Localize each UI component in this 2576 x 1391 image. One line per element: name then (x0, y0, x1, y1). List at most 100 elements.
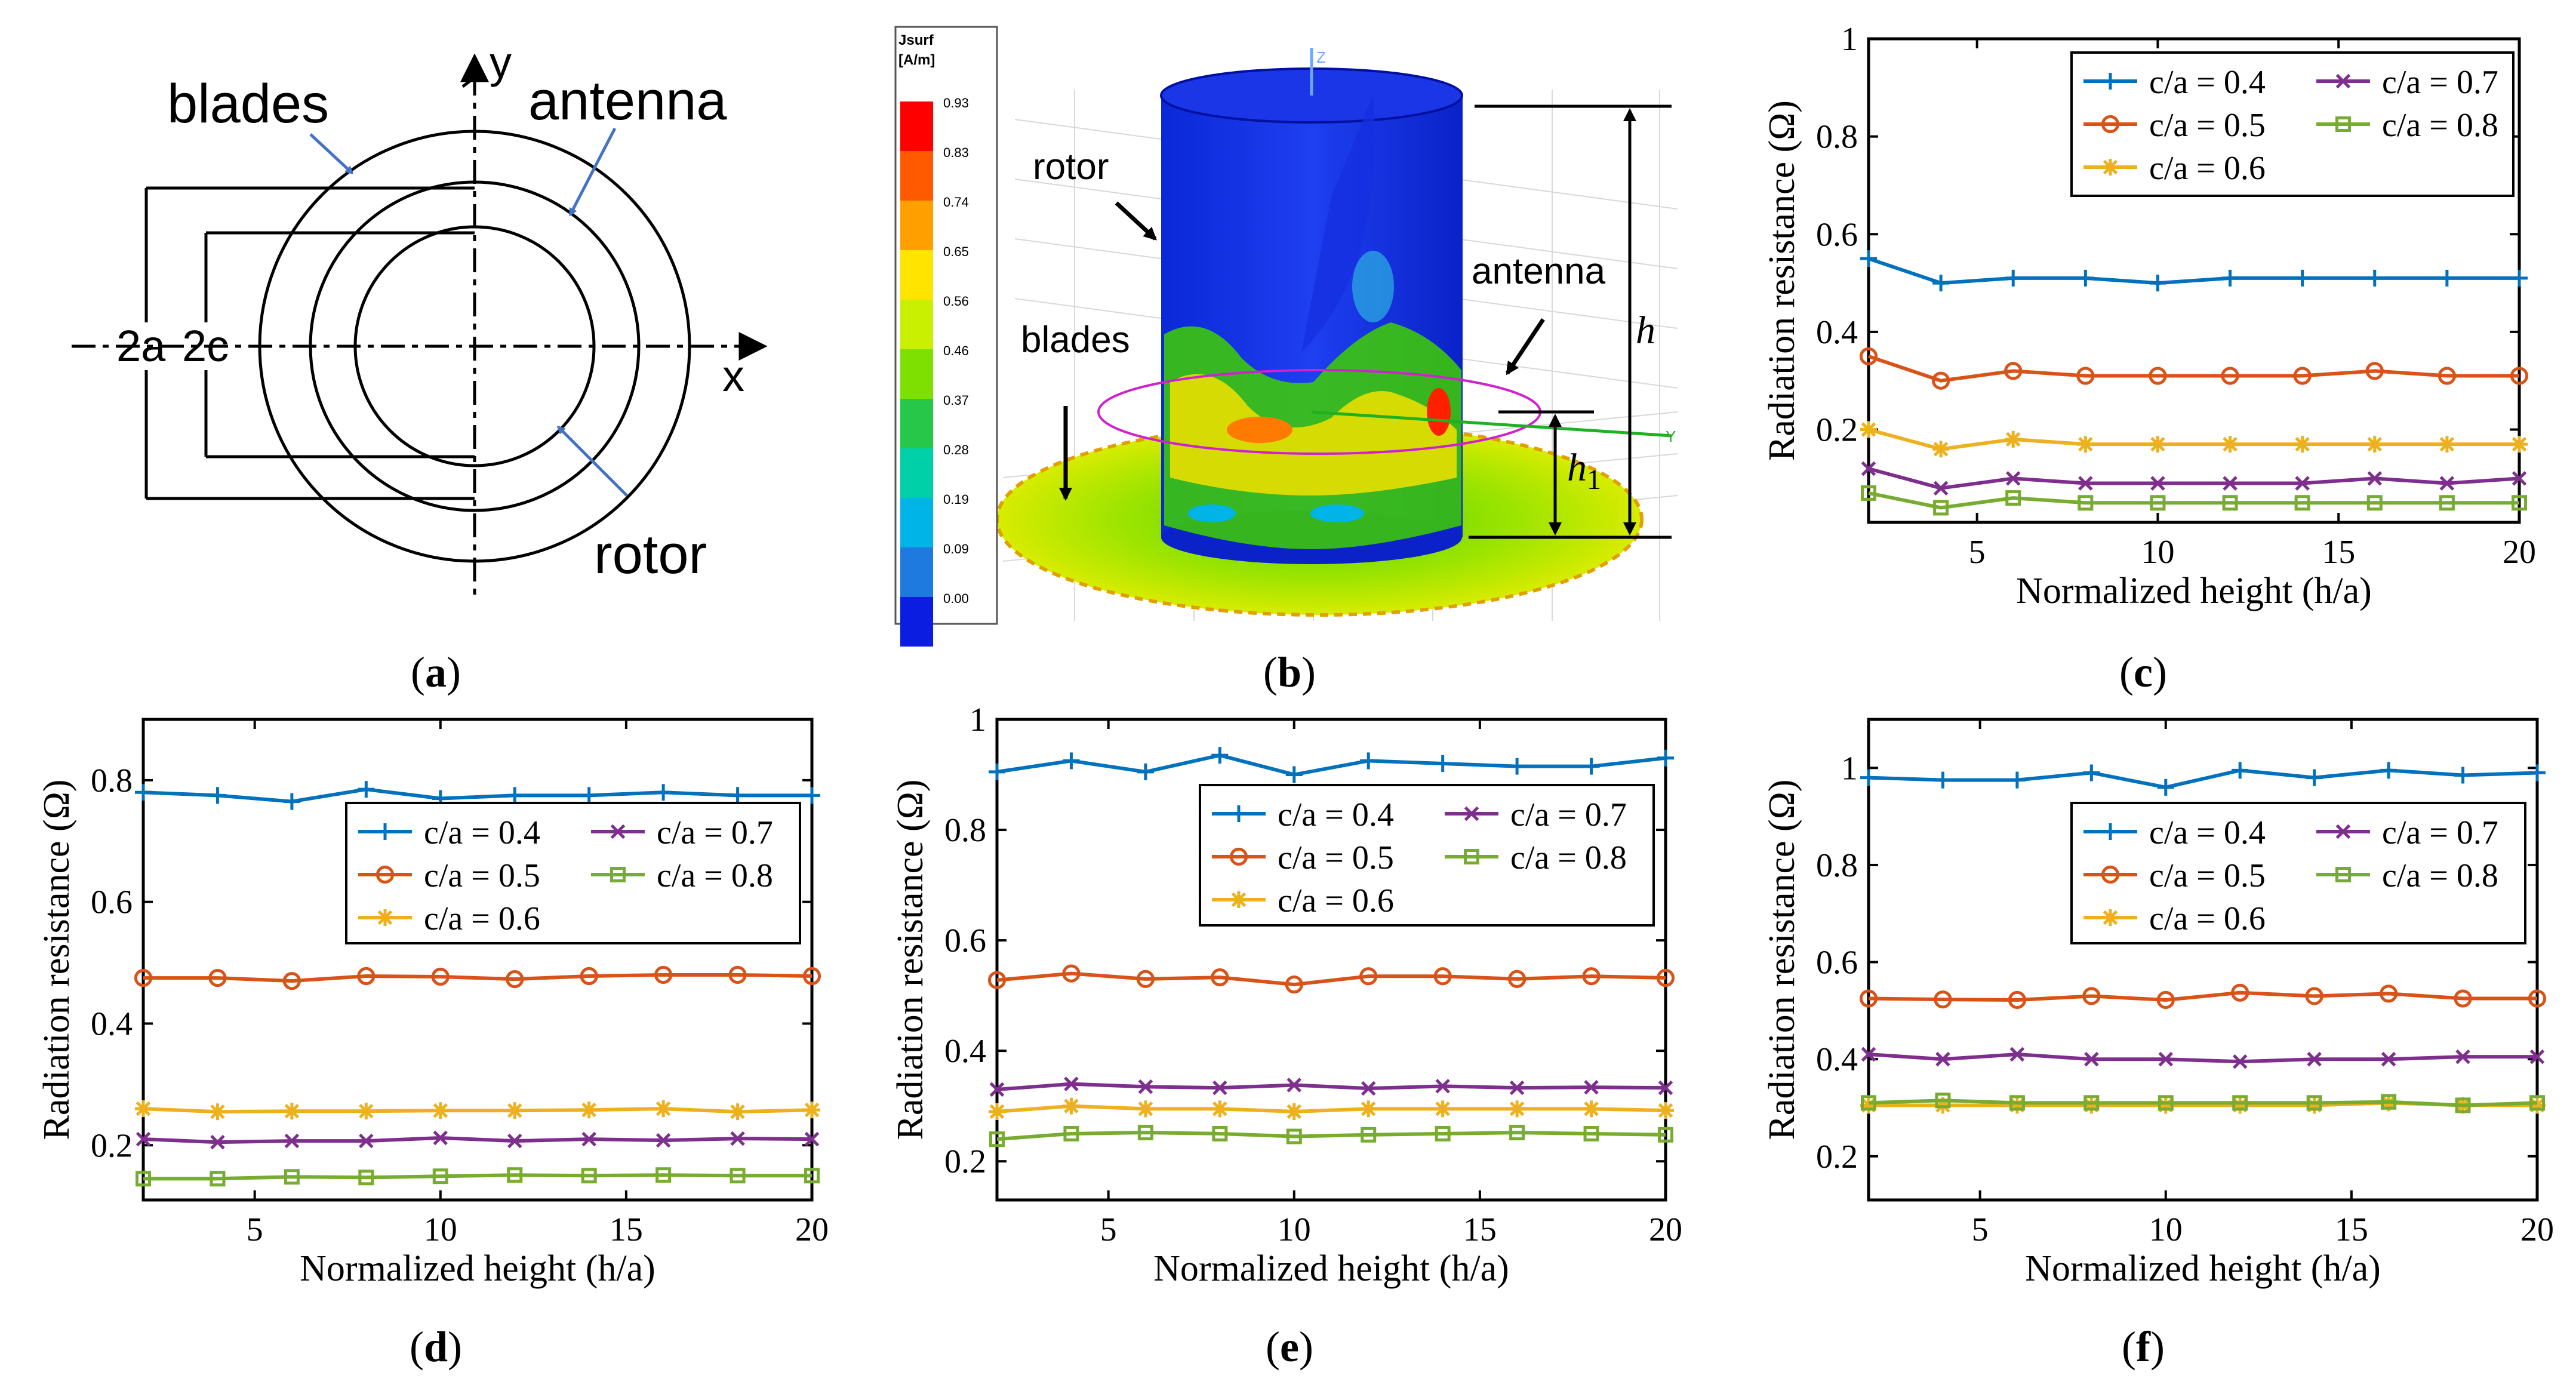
x-tick-label: 20 (795, 1211, 829, 1248)
chart-marker (2381, 1094, 2397, 1110)
x-tick-label: 15 (2322, 534, 2355, 571)
chart-marker (2157, 1097, 2174, 1114)
chart-marker (581, 1168, 597, 1184)
panel-label-f: (f) (2122, 1323, 2165, 1371)
x-tick-label: 5 (247, 1211, 263, 1248)
chart-marker (2231, 983, 2249, 1002)
chart-marker (2365, 362, 2384, 380)
panel-label-d: (d) (410, 1323, 462, 1371)
chart-marker (1932, 441, 1950, 458)
rotor-pointer (556, 425, 628, 497)
chart-marker (1359, 967, 1378, 986)
chart-marker (1138, 1079, 1153, 1094)
chart-marker (1464, 806, 1479, 821)
legend-label: c/a = 0.5 (2149, 107, 2266, 144)
chart-marker (1286, 1128, 1302, 1144)
y-tick-label: 0.8 (1816, 847, 1858, 884)
label-antenna: antenna (528, 70, 727, 131)
chart-marker (1285, 1103, 1303, 1120)
series-line-08 (1868, 1098, 2538, 1107)
chart-marker (580, 787, 598, 804)
chart-marker (1861, 485, 1876, 501)
chart-marker (1583, 1100, 1600, 1118)
chart-marker (2529, 764, 2546, 781)
y-tick-label: 0.8 (944, 812, 986, 849)
y-arrow-head (460, 53, 490, 88)
chart-marker (1656, 968, 1675, 987)
legend-label: c/a = 0.6 (2149, 900, 2266, 937)
colorbar-title: Jsurf (898, 32, 934, 48)
x-tick-label: 20 (2520, 1211, 2554, 1248)
chart-marker (2005, 490, 2021, 506)
antenna-pointer-b (1506, 318, 1545, 376)
colorbar-tick-label: 0.00 (943, 591, 969, 606)
chart-marker (358, 1170, 374, 1186)
chart-marker (2008, 1097, 2026, 1114)
chart-marker (1230, 805, 1247, 822)
chart-marker (1285, 766, 1303, 783)
y-axis-arrow (1311, 410, 1672, 438)
x-tick-label: 15 (1463, 1211, 1497, 1248)
chart-marker (1137, 1100, 1154, 1118)
legend-label: c/a = 0.6 (2149, 150, 2266, 187)
chart-marker (2438, 436, 2455, 453)
legend-label: c/a = 0.4 (2149, 814, 2266, 851)
chart-marker (1285, 975, 1303, 994)
y-tick-label: 1 (1841, 750, 1858, 787)
chart-marker (1583, 758, 1600, 775)
chart-marker (2511, 269, 2528, 287)
label-h: h (1636, 309, 1655, 352)
label-blades: blades (167, 73, 329, 134)
colorbar-tick-label: 0.83 (943, 145, 969, 160)
colorbar-swatch (900, 597, 933, 647)
series-line-05 (996, 971, 1666, 987)
chart-marker (506, 787, 524, 804)
colorbar-swatch (900, 101, 933, 151)
chart-marker (2083, 1095, 2100, 1111)
chart-marker (2077, 269, 2094, 287)
chart-marker (1860, 421, 1877, 438)
y-tick-label: 0.4 (91, 1005, 133, 1042)
field-region-yellow (1170, 374, 1457, 496)
chart-marker (728, 965, 747, 984)
chart-marker (1435, 1125, 1451, 1141)
series-line-06 (996, 1104, 1666, 1113)
chart-marker (2078, 476, 2093, 491)
x-tick-label: 10 (2149, 1211, 2183, 1248)
chart-marker (210, 1171, 226, 1187)
chart-marker (2294, 436, 2311, 453)
chart-marker (432, 1168, 448, 1184)
legend-label: c/a = 0.6 (1278, 882, 1394, 919)
y-axis-label: Radiation resistance (Ω) (1762, 780, 1802, 1140)
chart-marker (610, 824, 626, 839)
chart-marker (610, 867, 626, 882)
x-tick-label: 10 (2141, 534, 2174, 571)
chart-marker (2084, 1051, 2099, 1067)
chart-marker (1657, 1102, 1674, 1119)
chart-marker (2004, 362, 2023, 380)
colorbar-tick-label: 0.74 (943, 195, 969, 210)
chart-marker (1229, 847, 1248, 866)
chart-marker (1464, 849, 1479, 864)
chart-marker (2221, 436, 2239, 453)
label-h1: h1 (1567, 446, 1601, 496)
chart-marker (2439, 495, 2455, 511)
chart-marker (1435, 1079, 1450, 1094)
legend-label: c/a = 0.8 (2382, 107, 2498, 144)
colorbar-swatch (900, 448, 933, 498)
y-tick-label: 0.4 (1816, 314, 1858, 351)
legend-label: c/a = 0.7 (2382, 814, 2498, 851)
chart-marker (135, 1100, 152, 1118)
chart-marker (2294, 495, 2310, 511)
chart-marker (2335, 824, 2351, 839)
colorbar-tick-label: 0.56 (943, 294, 969, 309)
chart-marker (1211, 747, 1229, 764)
label-axis-x: x (722, 351, 744, 401)
chart-marker (581, 1131, 596, 1147)
chart-marker (1230, 891, 1247, 908)
chart-d: 5 10 15 20 0.2 0.4 0.6 0.8 Normalized height (h/… (36, 718, 829, 1289)
chart-marker (2295, 476, 2310, 491)
colorbar-tick-label: 0.93 (943, 96, 969, 110)
chart-marker (2102, 823, 2119, 840)
chart-marker (1933, 481, 1949, 496)
